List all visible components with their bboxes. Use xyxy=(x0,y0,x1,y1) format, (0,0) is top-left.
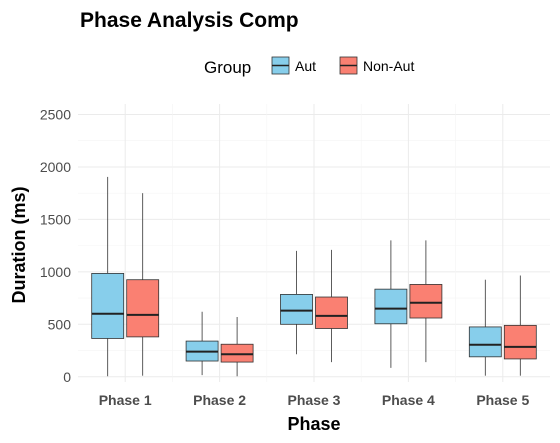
box-non-aut-1 xyxy=(127,193,159,376)
legend-label: Non-Aut xyxy=(363,58,414,74)
y-tick-label: 1500 xyxy=(40,211,71,227)
box-non-aut-3 xyxy=(316,250,348,362)
iqr-box xyxy=(316,297,348,328)
legend-item-aut: Aut xyxy=(272,57,316,74)
iqr-box xyxy=(281,294,313,324)
iqr-box xyxy=(504,325,536,359)
x-tick-label: Phase 3 xyxy=(288,392,341,408)
y-tick-label: 500 xyxy=(48,316,72,332)
iqr-box xyxy=(127,280,159,337)
y-tick-label: 2500 xyxy=(40,106,71,122)
box-aut-2 xyxy=(186,312,218,375)
legend: Group Aut Non-Aut xyxy=(204,57,414,77)
box-aut-3 xyxy=(281,251,313,354)
y-tick-label: 1000 xyxy=(40,264,71,280)
box-non-aut-2 xyxy=(221,317,253,376)
x-tick-label: Phase 5 xyxy=(476,392,529,408)
y-axis-ticks: 0 500 1000 1500 2000 2500 xyxy=(40,106,71,384)
legend-title: Group xyxy=(204,58,251,77)
iqr-box xyxy=(410,284,442,318)
legend-item-non-aut: Non-Aut xyxy=(340,57,414,74)
chart-title: Phase Analysis Comp xyxy=(80,9,299,32)
x-tick-label: Phase 2 xyxy=(193,392,246,408)
x-tick-label: Phase 1 xyxy=(99,392,152,408)
box-aut-5 xyxy=(469,280,501,376)
box-non-aut-5 xyxy=(504,276,536,376)
plot-panel xyxy=(78,104,550,382)
legend-label: Aut xyxy=(295,58,316,74)
x-axis-label: Phase xyxy=(287,414,340,434)
x-axis-ticks: Phase 1 Phase 2 Phase 3 Phase 4 Phase 5 xyxy=(99,392,530,408)
y-tick-label: 0 xyxy=(63,369,71,385)
box-aut-4 xyxy=(375,240,407,367)
iqr-box xyxy=(469,327,501,357)
box-non-aut-4 xyxy=(410,240,442,362)
x-tick-label: Phase 4 xyxy=(382,392,435,408)
y-axis-label: Duration (ms) xyxy=(9,186,29,303)
iqr-box xyxy=(375,289,407,324)
y-tick-label: 2000 xyxy=(40,159,71,175)
iqr-box xyxy=(92,273,124,338)
box-aut-1 xyxy=(92,177,124,376)
iqr-box xyxy=(221,344,253,362)
